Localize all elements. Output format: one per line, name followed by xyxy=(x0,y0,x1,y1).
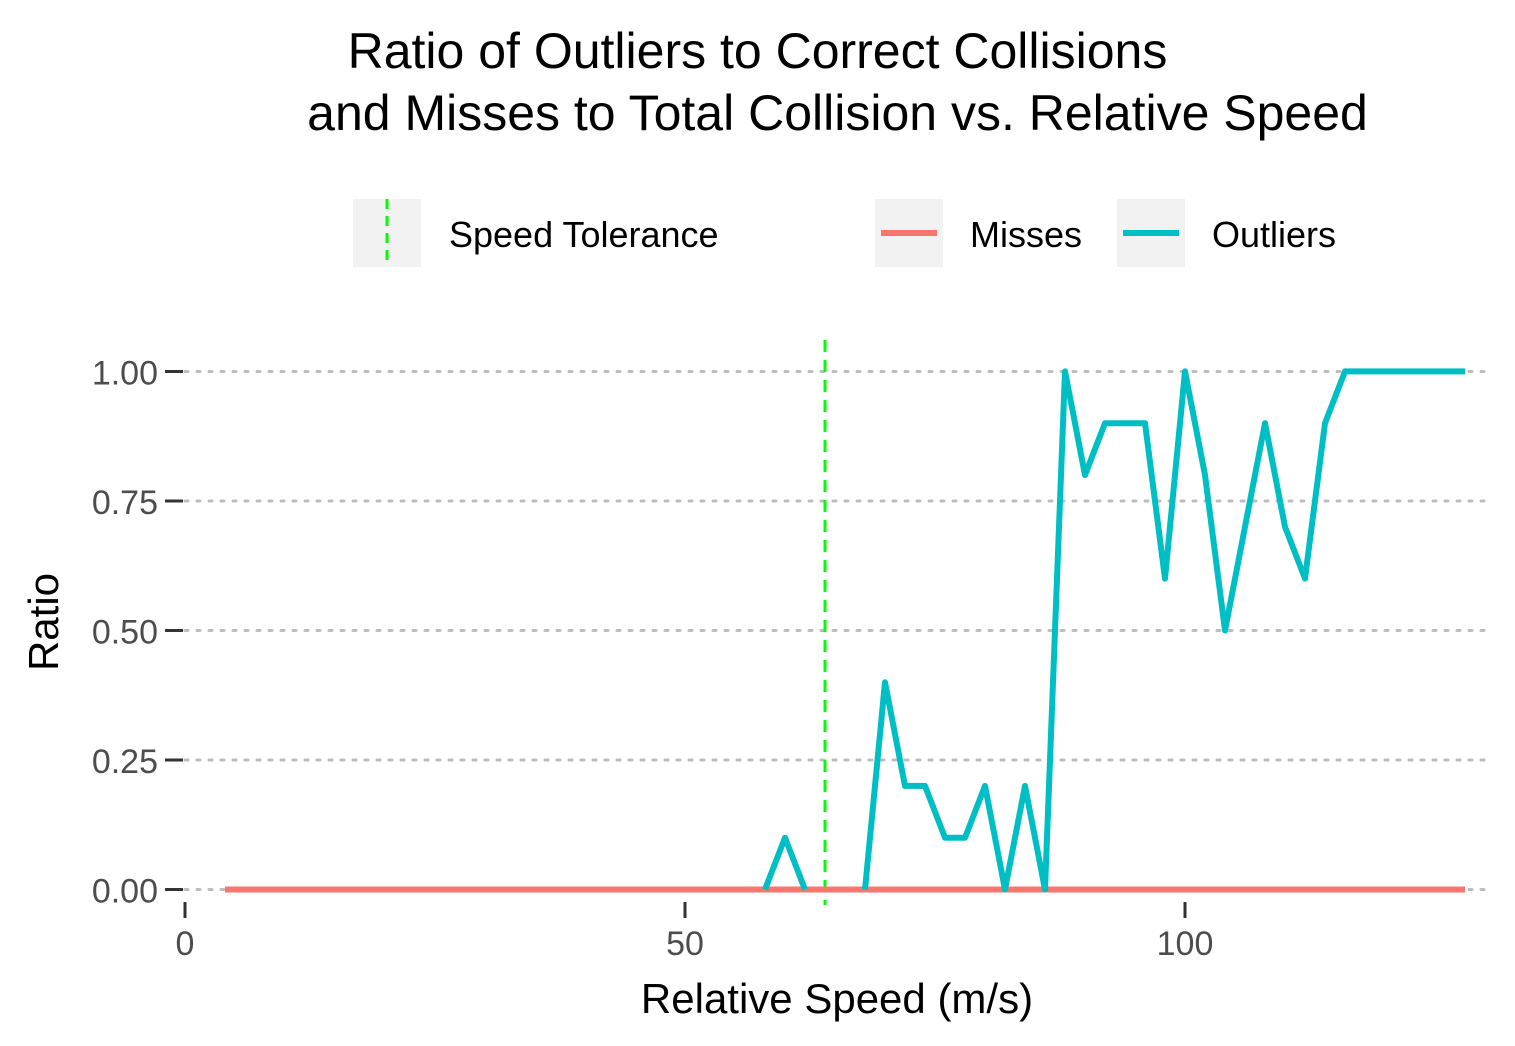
series-lines xyxy=(225,368,1465,893)
y-tick-label: 0.50 xyxy=(92,613,158,651)
chart-subtitle: and Misses to Total Collision vs. Relati… xyxy=(307,85,1368,141)
x-tick-label: 0 xyxy=(176,925,195,963)
y-tick-label: 1.00 xyxy=(92,354,158,392)
gridlines xyxy=(183,369,1487,891)
y-tick-label: 0.25 xyxy=(92,743,158,781)
series-line-outliers xyxy=(762,834,808,891)
x-tick-label: 50 xyxy=(666,925,704,963)
y-tick-label: 0.00 xyxy=(92,872,158,910)
legend-key-misses xyxy=(875,199,943,267)
chart-title: Ratio of Outliers to Correct Collisions xyxy=(347,23,1168,79)
legend-label-speed-tolerance: Speed Tolerance xyxy=(449,214,719,255)
legend-label-outliers: Outliers xyxy=(1212,214,1337,255)
y-axis-label: Ratio xyxy=(20,573,67,671)
x-axis-label: Relative Speed (m/s) xyxy=(641,975,1033,1022)
x-tick-label: 100 xyxy=(1157,925,1214,963)
legend-key-speed-tolerance xyxy=(353,199,421,267)
series-line-outliers xyxy=(862,368,1465,893)
legend-label-misses: Misses xyxy=(970,214,1083,255)
y-tick-label: 0.75 xyxy=(92,484,158,522)
legend-key-outliers xyxy=(1117,199,1185,267)
axes: 0.00 0.25 0.50 0.75 1.00 0 50 100 xyxy=(92,354,1214,963)
